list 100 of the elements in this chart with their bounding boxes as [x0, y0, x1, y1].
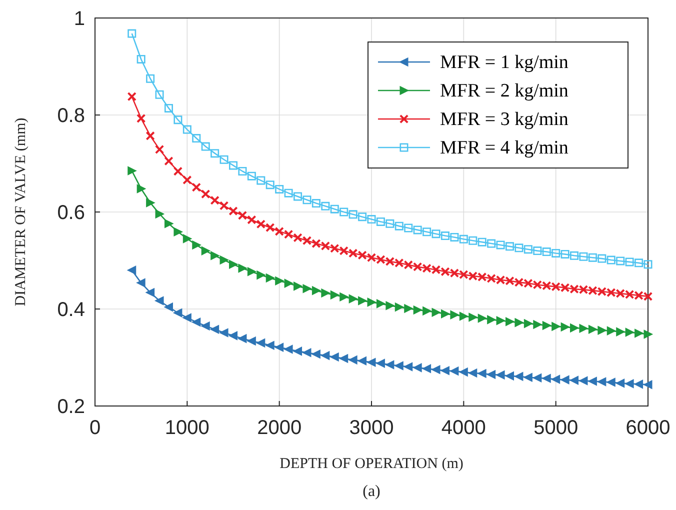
point: [210, 251, 220, 260]
point: [496, 370, 505, 380]
point: [136, 184, 146, 193]
point: [219, 201, 229, 210]
point: [432, 230, 440, 238]
point: [146, 74, 155, 83]
point: [394, 361, 404, 370]
x-tick-label: 3000: [349, 417, 394, 439]
point: [459, 312, 468, 321]
point: [136, 278, 146, 288]
point: [487, 370, 496, 379]
point: [386, 219, 394, 228]
point: [182, 175, 192, 185]
point: [644, 380, 652, 389]
point: [588, 325, 597, 334]
point: [294, 192, 302, 201]
point: [598, 378, 606, 386]
point: [228, 206, 238, 216]
point: [394, 222, 404, 230]
x-axis-title: DEPTH OF OPERATION (m): [280, 456, 464, 472]
point: [229, 331, 238, 340]
point: [238, 264, 247, 273]
point: [238, 167, 247, 176]
point: [164, 104, 173, 112]
point: [229, 161, 238, 170]
point: [450, 366, 459, 376]
point: [570, 251, 579, 260]
point: [644, 330, 652, 338]
x-tick-label: 1000: [164, 417, 210, 439]
point: [358, 356, 367, 366]
point: [146, 131, 155, 140]
point: [524, 373, 532, 382]
point: [247, 267, 256, 276]
point: [312, 350, 320, 358]
point: [514, 244, 524, 252]
point: [625, 379, 634, 388]
point: [155, 296, 164, 306]
point: [560, 376, 570, 384]
point: [367, 298, 376, 306]
point: [579, 376, 588, 386]
point: [321, 202, 330, 210]
point: [367, 358, 376, 367]
point: [478, 369, 486, 378]
point: [496, 316, 505, 325]
point: [542, 374, 551, 383]
point: [376, 299, 385, 308]
point: [220, 328, 228, 338]
point: [606, 378, 616, 386]
point: [552, 375, 560, 384]
point: [478, 238, 486, 246]
point: [294, 346, 302, 356]
point: [275, 276, 284, 286]
point: [154, 144, 164, 154]
point: [404, 304, 413, 313]
point: [616, 256, 625, 266]
x-tick-label: 4000: [441, 417, 486, 439]
point: [524, 319, 532, 328]
point: [413, 306, 422, 314]
point: [275, 343, 284, 352]
point: [394, 302, 404, 312]
point: [570, 324, 579, 332]
point: [229, 260, 238, 269]
point: [275, 184, 284, 194]
point: [321, 288, 330, 298]
point: [210, 196, 220, 205]
point: [128, 166, 136, 176]
point: [376, 359, 385, 368]
point: [294, 282, 302, 290]
point: [413, 363, 422, 372]
point: [440, 310, 450, 318]
point: [616, 378, 625, 388]
point: [634, 258, 644, 268]
point: [386, 360, 394, 370]
y-tick-label: 0.6: [57, 202, 85, 224]
y-tick-label: 1: [74, 8, 85, 30]
point: [201, 322, 210, 330]
point: [155, 210, 164, 218]
point: [136, 114, 146, 123]
point: [506, 317, 514, 326]
point: [514, 318, 524, 327]
point: [514, 372, 524, 381]
legend-label: MFR = 1 kg/min: [440, 52, 569, 73]
point: [468, 312, 478, 322]
point: [634, 380, 644, 388]
point: [210, 325, 220, 334]
point: [302, 284, 312, 293]
point: [506, 242, 514, 251]
y-tick-label: 0.4: [57, 299, 85, 321]
legend-label: MFR = 2 kg/min: [440, 80, 569, 102]
x-tick-label: 0: [89, 417, 101, 439]
point: [579, 252, 588, 261]
point: [220, 256, 228, 264]
point: [312, 199, 320, 208]
point: [348, 294, 358, 304]
point: [302, 196, 312, 204]
legend-label: MFR = 4 kg/min: [440, 138, 569, 158]
point: [450, 310, 459, 320]
point: [136, 54, 146, 64]
point: [606, 326, 616, 336]
x-tick-label: 2000: [257, 417, 302, 439]
